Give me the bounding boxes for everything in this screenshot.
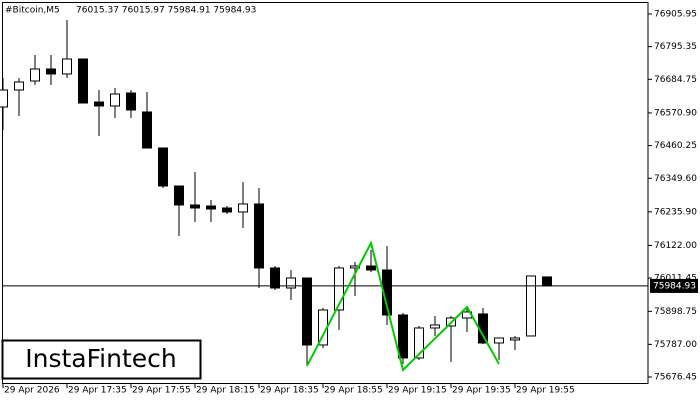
candle-body	[62, 58, 72, 75]
y-tick-label: 76235.90	[654, 207, 697, 217]
candle-body	[494, 337, 504, 344]
ohlc-info: 76015.37 76015.97 75984.91 75984.93	[76, 6, 256, 16]
candle-body	[398, 314, 408, 359]
candle-body	[430, 324, 440, 329]
candle-body	[46, 68, 56, 75]
y-tick-label: 76570.90	[654, 108, 697, 118]
candle-body	[302, 277, 312, 346]
x-tick-label: 29 Apr 18:15	[196, 386, 255, 396]
symbol: #Bitcoin,M5	[5, 6, 60, 16]
candle-body	[510, 337, 520, 341]
watermark-box	[1, 339, 202, 380]
y-tick-label: 75787.00	[654, 340, 697, 350]
candle-body	[110, 93, 120, 107]
x-tick-label: 29 Apr 17:35	[68, 386, 127, 396]
y-tick-label: 76011.45	[654, 274, 697, 284]
y-tick-label: 76460.25	[654, 141, 697, 151]
candle-body	[30, 68, 40, 82]
y-tick-label: 76349.60	[654, 174, 697, 184]
candle-body	[190, 204, 200, 209]
price-label: 75984.93	[653, 281, 696, 291]
candle-body	[286, 277, 296, 289]
watermark: InstaFintech	[25, 344, 177, 373]
x-tick-label: 29 Apr 17:55	[132, 386, 191, 396]
x-tick-label: 29 Apr 19:15	[388, 386, 447, 396]
candle-body	[270, 267, 280, 289]
candle-body	[366, 265, 376, 271]
candle-body	[174, 185, 184, 206]
x-tick-label: 29 Apr 19:35	[452, 386, 511, 396]
candle-body	[414, 327, 424, 359]
x-tick-label: 29 Apr 19:55	[516, 386, 575, 396]
candle-body	[254, 203, 264, 269]
plot-frame	[2, 2, 649, 384]
candle-body	[78, 58, 88, 104]
candle-body	[222, 207, 232, 213]
y-tick-label: 76684.75	[654, 75, 697, 85]
x-tick-label: 29 Apr 18:55	[324, 386, 383, 396]
y-tick-label: 75898.75	[654, 307, 697, 317]
x-tick-label: 29 Apr 18:35	[260, 386, 319, 396]
candle-body	[14, 81, 24, 91]
candle-body	[0, 89, 8, 108]
pattern-line	[306, 240, 500, 372]
y-tick-label: 76795.35	[654, 42, 697, 52]
candle-body	[238, 203, 248, 213]
candle-body	[542, 276, 552, 287]
x-tick-label: 29 Apr 2026	[4, 386, 60, 396]
candle-body	[206, 205, 216, 210]
candle-body	[126, 92, 136, 111]
candle-body	[142, 111, 152, 149]
candle-body	[526, 275, 536, 337]
y-tick-label: 76905.95	[654, 10, 697, 20]
price-label-box	[650, 278, 698, 293]
candle-body	[158, 147, 168, 187]
y-tick-label: 75676.45	[654, 372, 697, 382]
candle-body	[334, 267, 344, 311]
y-tick-label: 76122.00	[654, 241, 697, 251]
candle-body	[94, 101, 104, 107]
